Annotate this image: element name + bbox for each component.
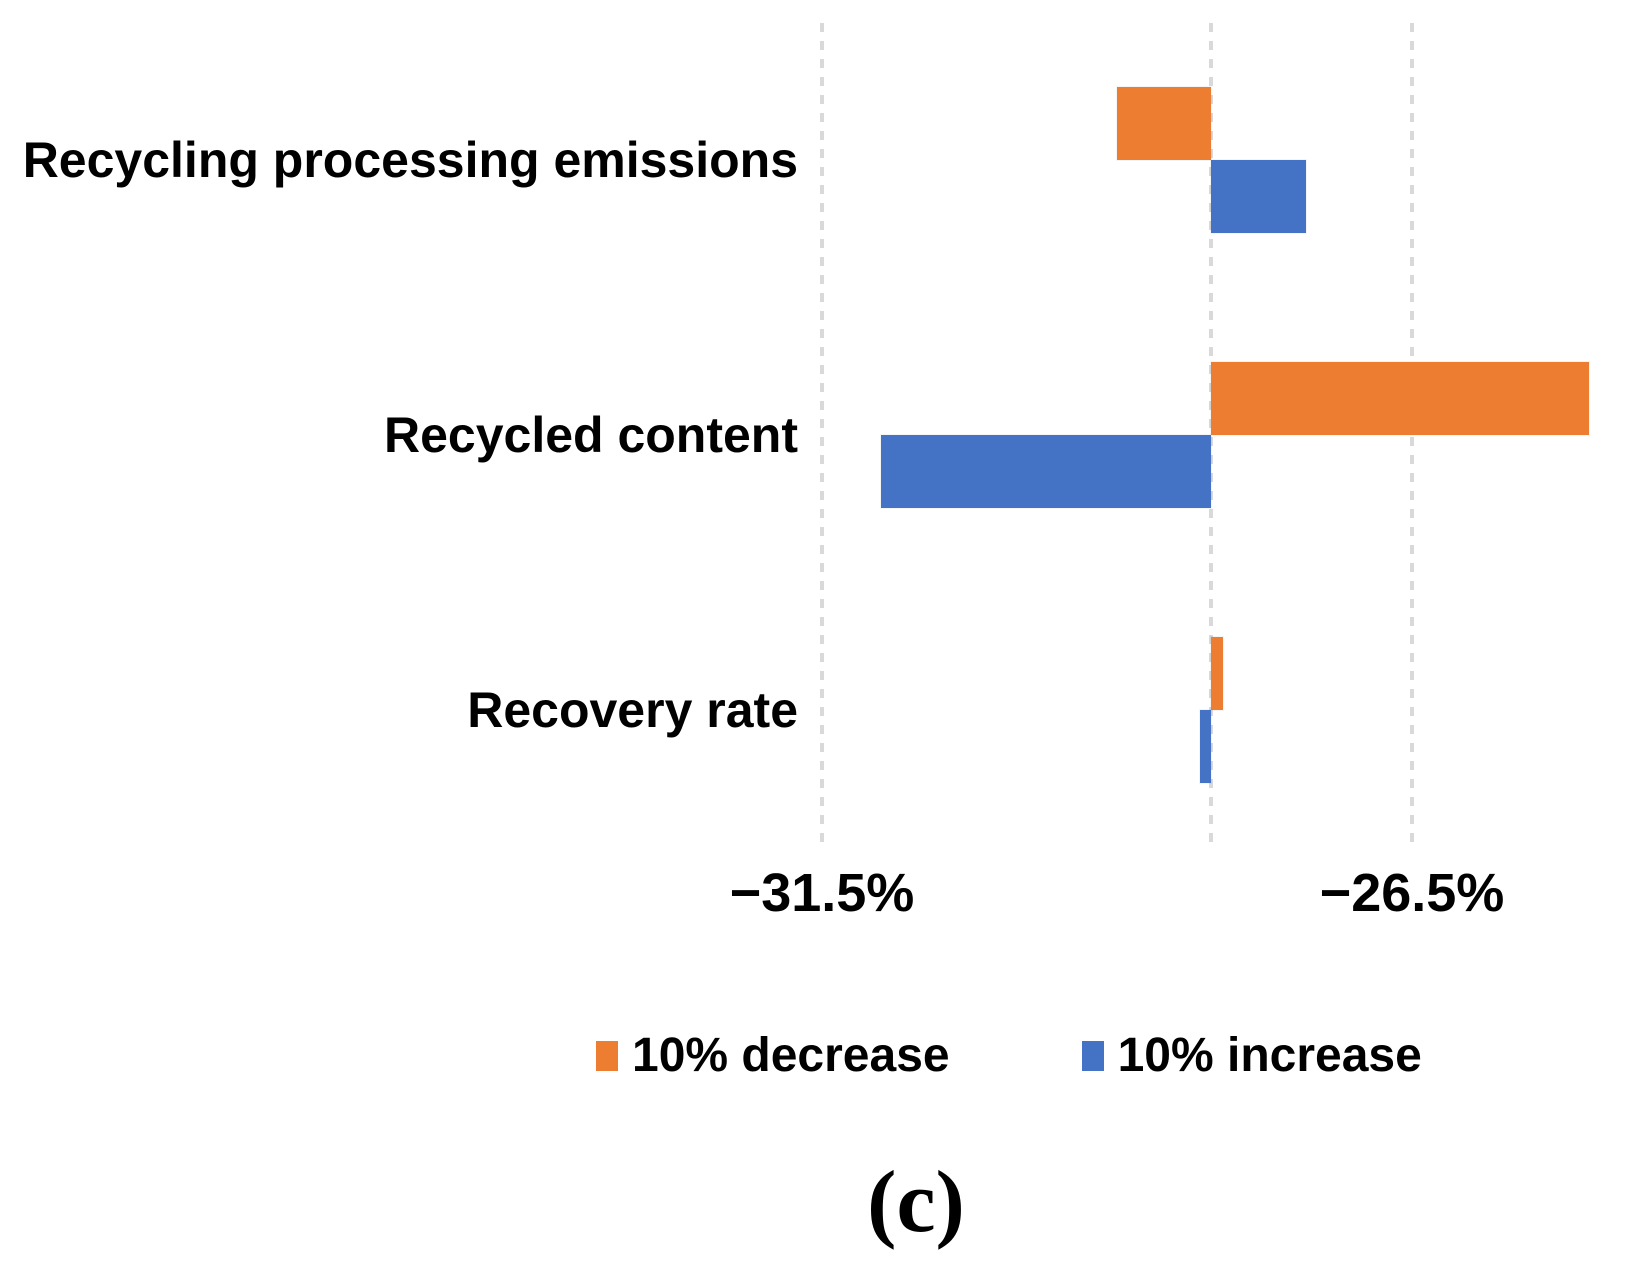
category-axis-line	[1209, 23, 1214, 847]
gridline-tick-1	[1410, 23, 1414, 847]
bar-10-decrease-recycling-processing-emissions	[1117, 87, 1212, 161]
bar-10-increase-recycled-content	[881, 435, 1212, 508]
legend-swatch-10-increase	[1081, 1040, 1104, 1071]
category-label-recycled-content: Recycled content	[383, 407, 798, 463]
bar-10-increase-recovery-rate	[1199, 709, 1212, 783]
legend-item-10-increase: 10% increase	[1081, 1028, 1422, 1083]
bar-10-decrease-recycled-content	[1211, 362, 1589, 435]
bar-10-increase-recycling-processing-emissions	[1211, 160, 1306, 234]
legend-item-10-decrease: 10% decrease	[596, 1028, 950, 1083]
category-label-recovery-rate: Recovery rate	[467, 681, 798, 738]
bar-10-decrease-recovery-rate	[1211, 636, 1224, 710]
x-tick-label-1: −26.5%	[1319, 863, 1505, 923]
category-label-recycling-processing-emissions: Recycling processing emissions	[22, 132, 798, 189]
figure-caption: (c)	[867, 1154, 965, 1251]
legend-swatch-10-decrease	[596, 1040, 618, 1071]
legend-label-10-decrease: 10% decrease	[632, 1029, 950, 1082]
x-tick-label-0: −31.5%	[729, 863, 915, 923]
legend-label-10-increase: 10% increase	[1117, 1029, 1422, 1082]
gridline-tick-0	[820, 23, 824, 847]
chart-legend: 10% decrease 10% increase	[596, 1028, 1422, 1083]
